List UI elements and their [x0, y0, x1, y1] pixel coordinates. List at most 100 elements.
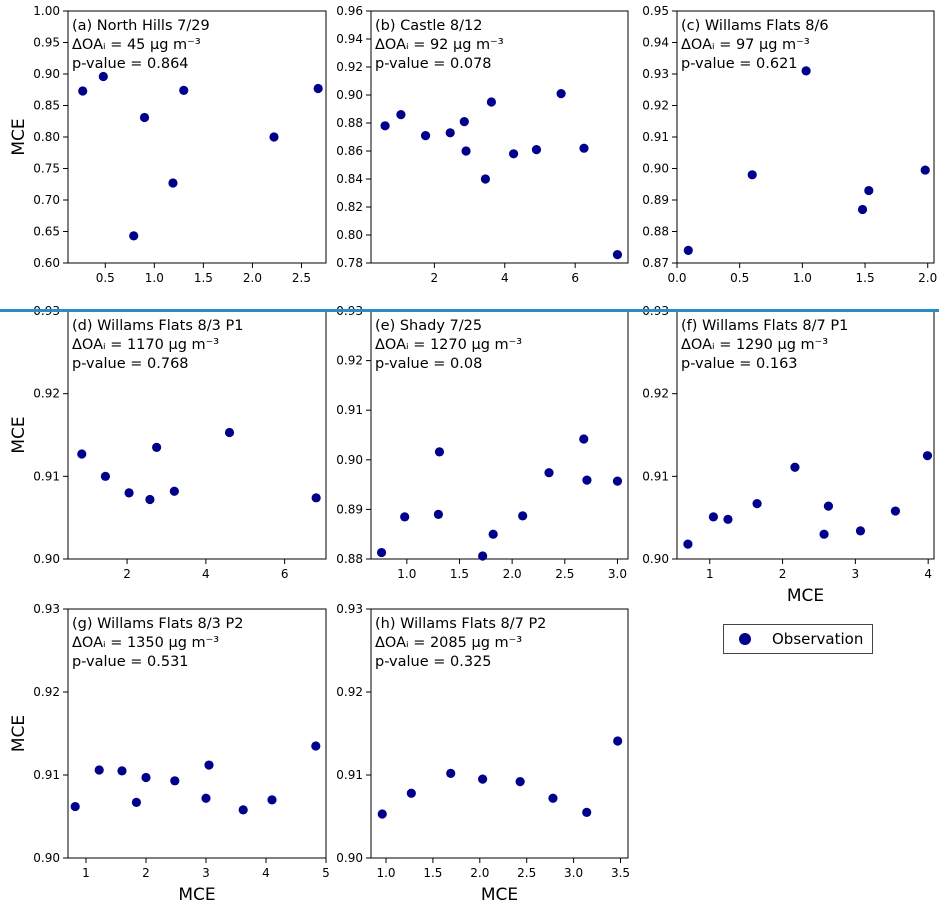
- y-axis-label: MCE: [9, 715, 29, 752]
- data-point: [613, 736, 623, 746]
- data-point: [612, 250, 623, 260]
- data-point: [556, 89, 566, 99]
- y-tick-label: 0.92: [336, 60, 363, 74]
- y-tick-label: 0.92: [336, 354, 363, 368]
- y-tick-label: 0.88: [336, 116, 363, 130]
- data-point: [420, 131, 431, 141]
- y-tick-label: 0.95: [33, 36, 60, 50]
- panel-annotation: p-value = 0.078: [375, 56, 492, 72]
- panel-annotation: ΔOAᵢ = 2085 µg m⁻³: [375, 635, 522, 651]
- y-tick-label: 0.75: [33, 162, 60, 176]
- data-point: [864, 185, 874, 196]
- y-tick-label: 0.88: [336, 552, 363, 566]
- y-tick-label: 0.92: [33, 685, 60, 699]
- y-tick-label: 0.92: [642, 99, 669, 113]
- subplot: 1 2 3 4 5 0.90 0.91 0.92 0.93 (g) Willams Flats 8…: [9, 602, 330, 905]
- data-point: [922, 451, 933, 461]
- data-point: [98, 71, 108, 82]
- data-point: [445, 128, 455, 138]
- plot-frame: [67, 608, 327, 859]
- x-tick-label: 2: [123, 567, 131, 581]
- data-point: [801, 66, 811, 76]
- data-point: [612, 476, 623, 486]
- y-tick-label: 0.91: [642, 469, 669, 483]
- data-point: [819, 529, 829, 539]
- panel-annotation: p-value = 0.864: [72, 56, 189, 72]
- y-tick-label: 0.78: [336, 256, 363, 270]
- panel-annotation: (c) Willams Flats 8/6: [681, 18, 829, 34]
- data-point: [311, 493, 321, 503]
- data-point: [582, 807, 592, 817]
- x-tick-label: 2.0: [243, 271, 262, 285]
- data-point: [478, 774, 488, 784]
- x-tick-label: 2.0: [503, 567, 522, 581]
- panel-annotation: ΔOAᵢ = 1290 µg m⁻³: [681, 337, 828, 353]
- plot-frame: [370, 10, 629, 264]
- y-tick-label: 0.80: [336, 228, 363, 242]
- y-tick-label: 0.91: [33, 469, 60, 483]
- data-point: [70, 801, 80, 812]
- data-point: [747, 170, 757, 180]
- x-tick-label: 2.5: [517, 866, 536, 880]
- y-tick-label: 0.93: [33, 602, 60, 616]
- y-tick-label: 0.95: [642, 4, 669, 18]
- y-tick-label: 0.90: [336, 453, 363, 467]
- data-point: [752, 499, 762, 509]
- data-point: [548, 793, 558, 803]
- y-tick-label: 0.90: [642, 552, 669, 566]
- data-point: [459, 117, 469, 127]
- data-point: [396, 110, 406, 120]
- data-point: [170, 776, 180, 786]
- panel-annotation: p-value = 0.768: [72, 356, 189, 372]
- y-tick-label: 1.00: [33, 4, 60, 18]
- y-tick-label: 0.96: [336, 4, 363, 18]
- y-tick-label: 0.91: [336, 768, 363, 782]
- data-point: [857, 204, 868, 215]
- data-point: [433, 509, 444, 519]
- data-point: [224, 427, 235, 438]
- data-point: [100, 471, 111, 481]
- x-tick-label: 1.0: [793, 271, 812, 285]
- subplot: 1.0 1.5 2.0 2.5 3.0 3.5 0.90 0.91 0.92 0.93 (h) Wi…: [336, 602, 630, 905]
- panel-annotation: (h) Willams Flats 8/7 P2: [375, 616, 546, 632]
- data-point: [169, 486, 179, 496]
- data-point: [446, 768, 456, 778]
- x-tick-label: 1: [82, 866, 90, 880]
- data-point: [823, 501, 834, 511]
- data-point: [790, 462, 800, 472]
- y-tick-label: 0.90: [33, 67, 60, 81]
- x-tick-label: 0.0: [667, 271, 686, 285]
- y-tick-label: 0.85: [33, 99, 60, 113]
- y-tick-label: 0.84: [336, 172, 363, 186]
- data-point: [313, 83, 323, 94]
- data-point: [117, 766, 127, 776]
- x-tick-label: 2.0: [470, 866, 489, 880]
- legend-marker: [739, 633, 751, 645]
- x-tick-label: 4: [202, 567, 210, 581]
- y-tick-label: 0.90: [336, 851, 363, 865]
- data-point: [145, 494, 155, 505]
- y-tick-label: 0.92: [642, 387, 669, 401]
- y-axis-label: MCE: [9, 118, 29, 155]
- panel-annotation: p-value = 0.163: [681, 356, 798, 372]
- data-point: [478, 551, 488, 561]
- data-point: [376, 547, 387, 558]
- data-point: [139, 112, 150, 123]
- data-point: [179, 85, 189, 95]
- data-point: [124, 488, 134, 498]
- data-point: [129, 231, 139, 241]
- x-tick-label: 0.5: [730, 271, 749, 285]
- data-point: [683, 539, 693, 549]
- subplot: 2 4 6 0.78 0.80 0.82 0.84 0.86 0.88 0.90 0.92 0.94 0…: [336, 4, 629, 285]
- panel-annotation: (e) Shady 7/25: [375, 318, 482, 334]
- y-tick-label: 0.91: [33, 768, 60, 782]
- panel-annotation: p-value = 0.325: [375, 654, 492, 670]
- y-tick-label: 0.90: [33, 851, 60, 865]
- data-point: [488, 529, 498, 539]
- x-tick-label: 3: [852, 567, 860, 581]
- data-point: [311, 741, 321, 751]
- y-tick-label: 0.89: [336, 502, 363, 516]
- panel-annotation: (g) Willams Flats 8/3 P2: [72, 616, 243, 632]
